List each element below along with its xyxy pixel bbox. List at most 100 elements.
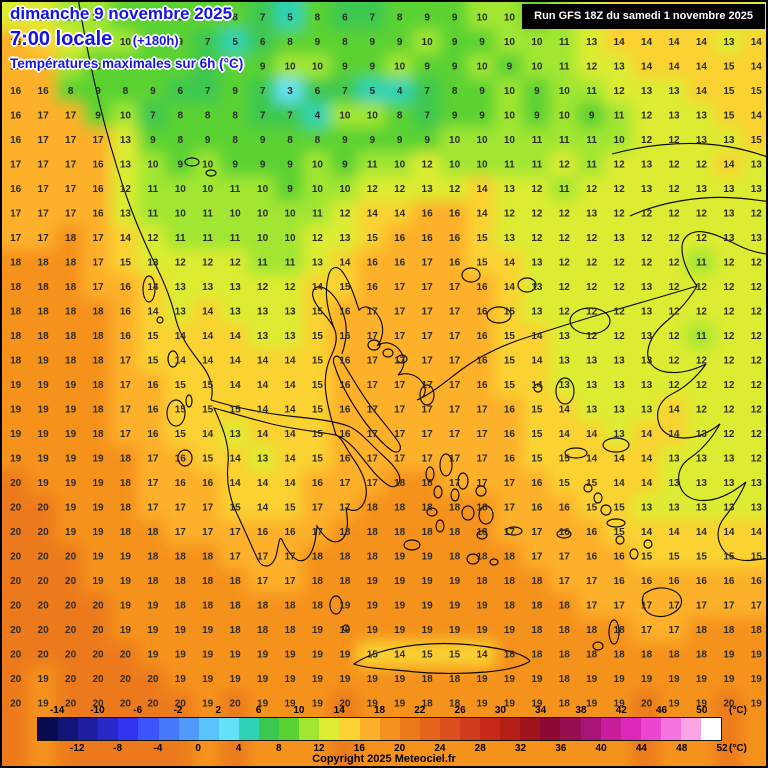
temp-value: 13 (723, 135, 735, 146)
temp-cell (522, 739, 552, 766)
temp-cell (714, 592, 744, 619)
temp-value: 17 (586, 576, 598, 587)
temp-value: 16 (10, 37, 22, 48)
temp-value: 17 (312, 527, 324, 538)
temp-cell (2, 372, 31, 398)
temp-cell (577, 519, 607, 545)
temp-cell (686, 617, 717, 643)
temp-cell (741, 519, 766, 545)
temp-value: 9 (452, 111, 458, 122)
legend-segment (319, 718, 340, 740)
temp-value: 12 (641, 233, 653, 244)
temp-cell (83, 617, 113, 643)
temp-cell (439, 53, 470, 80)
temp-value: 15 (230, 503, 242, 514)
temp-value: 16 (257, 527, 269, 538)
temp-cell (275, 519, 305, 545)
legend-tick: 48 (676, 743, 688, 754)
temp-cell (631, 151, 662, 178)
temp-value: 14 (284, 454, 296, 465)
temp-cell (193, 739, 223, 766)
temp-value: 17 (641, 625, 653, 636)
temp-cell (412, 641, 442, 668)
temp-cell (275, 568, 305, 594)
temp-value: 12 (751, 282, 763, 293)
temp-cell (193, 249, 223, 276)
temp-cell (55, 690, 86, 717)
temp-value: 16 (476, 356, 488, 367)
temp-value: 13 (751, 503, 763, 514)
temp-value: 12 (614, 258, 626, 269)
temp-cell (220, 127, 250, 153)
temp-cell (522, 200, 552, 227)
temp-cell (247, 298, 278, 325)
temp-value: 11 (559, 184, 570, 195)
temp-cell (138, 641, 168, 668)
temp-value: 10 (312, 184, 324, 195)
temp-value: 16 (147, 380, 159, 391)
temp-cell (659, 151, 689, 178)
temp-value: 10 (202, 160, 214, 171)
temp-value: 19 (751, 674, 763, 685)
temp-cell (686, 298, 717, 325)
temp-value: 16 (92, 160, 104, 171)
temp-cell (385, 543, 415, 570)
temp-cell (714, 641, 744, 668)
legend-segment (299, 718, 320, 740)
temp-cell (220, 151, 250, 178)
temp-cell (28, 372, 58, 398)
temp-cell (522, 421, 552, 447)
temp-cell (577, 78, 607, 104)
temp-value: 13 (641, 331, 653, 342)
temp-value: 17 (175, 503, 187, 514)
temp-cell (193, 519, 223, 545)
temp-cell (220, 641, 250, 668)
temp-value: 15 (202, 454, 214, 465)
temp-cell (28, 421, 58, 447)
temp-cell (220, 4, 250, 31)
temp-cell (110, 274, 141, 300)
temp-value: 16 (120, 331, 132, 342)
temp-value: 15 (367, 650, 379, 661)
temp-value: 13 (723, 478, 735, 489)
temp-cell (604, 739, 634, 766)
temp-value: 16 (147, 429, 159, 440)
temp-value: 12 (586, 184, 598, 195)
temp-value: 16 (504, 405, 516, 416)
temp-cell (55, 347, 86, 374)
temp-cell (686, 568, 717, 594)
temp-cell (467, 617, 497, 643)
temp-cell (686, 445, 717, 472)
temp-cell (494, 494, 525, 521)
temp-cell (385, 764, 415, 766)
temp-cell (247, 53, 278, 80)
temp-value: 19 (476, 625, 488, 636)
temp-value: 16 (422, 209, 434, 220)
temp-cell (631, 641, 662, 668)
temp-value: 14 (668, 527, 680, 538)
temp-value: 11 (559, 62, 570, 73)
temp-value: 18 (92, 307, 104, 318)
temp-value: 17 (449, 282, 461, 293)
temp-cell (55, 176, 86, 202)
temp-cell (631, 568, 662, 594)
temp-cell (138, 592, 168, 619)
island-antikythira (342, 624, 350, 632)
temp-cell (659, 396, 689, 423)
temp-value: 9 (424, 135, 430, 146)
temp-value: 19 (230, 674, 242, 685)
temp-cell (385, 568, 415, 594)
temp-cell (494, 151, 525, 178)
temp-value: 12 (668, 356, 680, 367)
legend-unit-top: (°C) (729, 705, 747, 716)
temp-cell (412, 53, 442, 80)
temp-value: 9 (370, 135, 376, 146)
temp-value: 17 (449, 307, 461, 318)
temp-cell (302, 494, 333, 521)
temp-cell (467, 372, 497, 398)
temp-value: 12 (641, 135, 653, 146)
temp-cell (138, 519, 168, 545)
temp-value: 20 (65, 601, 77, 612)
temp-value: 12 (38, 13, 50, 24)
temp-cell (741, 176, 766, 202)
